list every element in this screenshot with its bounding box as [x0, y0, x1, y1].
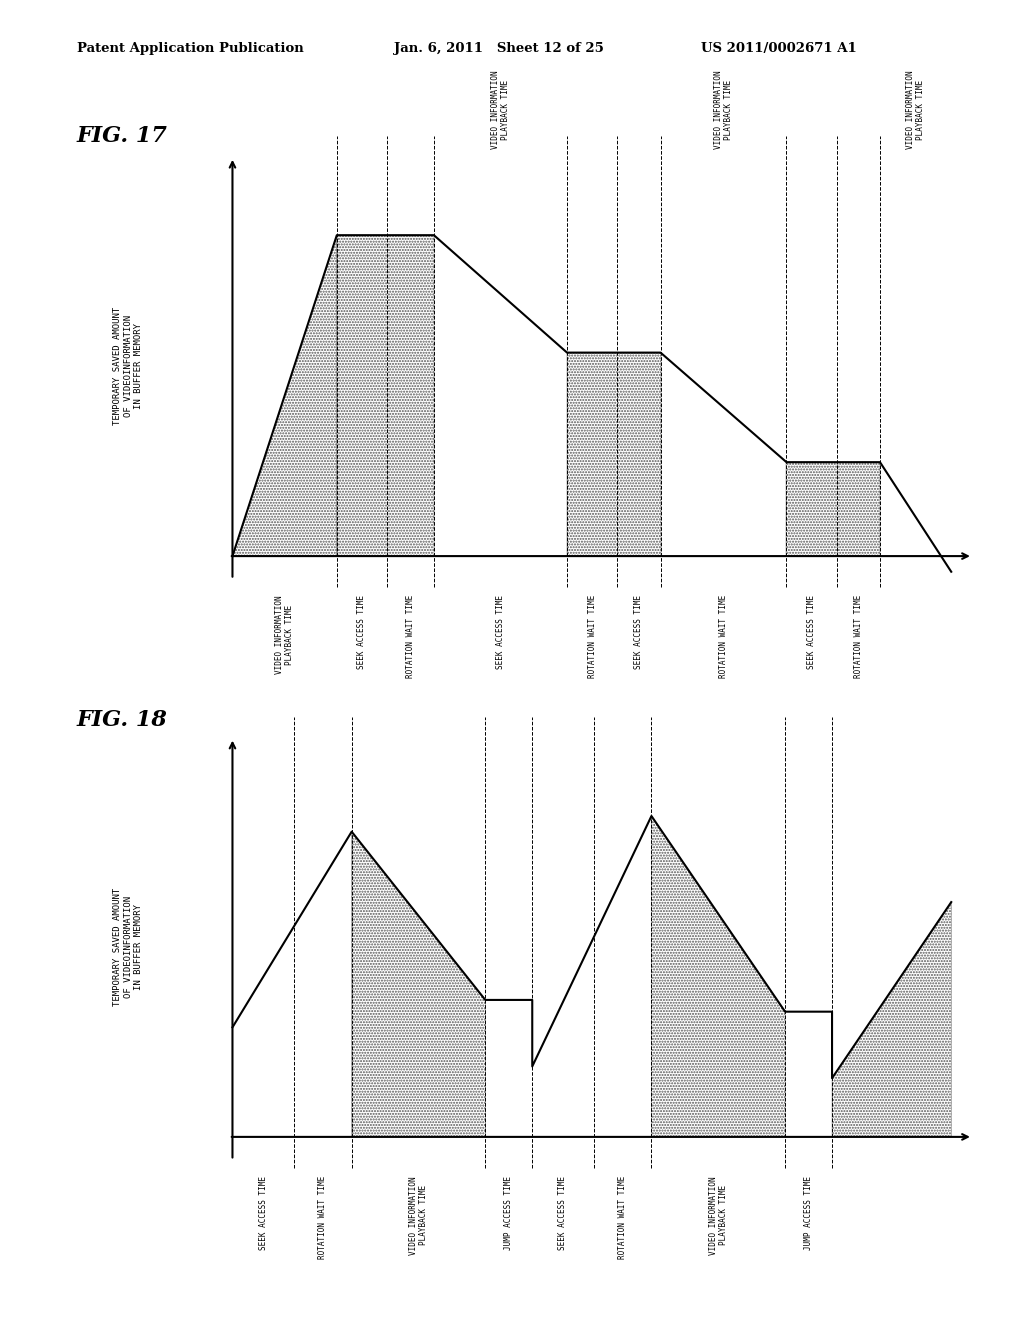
Text: SEEK ACCESS TIME: SEEK ACCESS TIME — [635, 595, 643, 669]
Text: ROTATION WAIT TIME: ROTATION WAIT TIME — [854, 595, 863, 678]
Text: SEEK ACCESS TIME: SEEK ACCESS TIME — [259, 1176, 267, 1250]
Text: JUMP ACCESS TIME: JUMP ACCESS TIME — [804, 1176, 813, 1250]
Text: Patent Application Publication: Patent Application Publication — [77, 42, 303, 55]
Text: ROTATION WAIT TIME: ROTATION WAIT TIME — [588, 595, 597, 678]
Text: ROTATION WAIT TIME: ROTATION WAIT TIME — [407, 595, 415, 678]
Text: TEMPORARY SAVED AMOUNT
OF VIDEOINFORMATION
IN BUFFER MEMORY: TEMPORARY SAVED AMOUNT OF VIDEOINFORMATI… — [114, 308, 143, 425]
Text: ROTATION WAIT TIME: ROTATION WAIT TIME — [618, 1176, 627, 1259]
Polygon shape — [786, 462, 880, 556]
Text: VIDEO INFORMATION
PLAYBACK TIME: VIDEO INFORMATION PLAYBACK TIME — [409, 1176, 428, 1254]
Text: SEEK ACCESS TIME: SEEK ACCESS TIME — [807, 595, 816, 669]
Text: JUMP ACCESS TIME: JUMP ACCESS TIME — [504, 1176, 513, 1250]
Text: TEMPORARY SAVED AMOUNT
OF VIDEOINFORMATION
IN BUFFER MEMORY: TEMPORARY SAVED AMOUNT OF VIDEOINFORMATI… — [114, 888, 143, 1006]
Text: ROTATION WAIT TIME: ROTATION WAIT TIME — [719, 595, 728, 678]
Text: VIDEO INFORMATION
PLAYBACK TIME: VIDEO INFORMATION PLAYBACK TIME — [714, 70, 733, 149]
Text: SEEK ACCESS TIME: SEEK ACCESS TIME — [496, 595, 505, 669]
Text: FIG. 18: FIG. 18 — [77, 709, 168, 731]
Polygon shape — [337, 235, 434, 556]
Text: US 2011/0002671 A1: US 2011/0002671 A1 — [701, 42, 857, 55]
Polygon shape — [651, 816, 785, 1137]
Text: VIDEO INFORMATION
PLAYBACK TIME: VIDEO INFORMATION PLAYBACK TIME — [274, 595, 294, 673]
Polygon shape — [351, 832, 485, 1137]
Text: VIDEO INFORMATION
PLAYBACK TIME: VIDEO INFORMATION PLAYBACK TIME — [709, 1176, 728, 1254]
Polygon shape — [232, 235, 337, 556]
Polygon shape — [567, 352, 660, 556]
Polygon shape — [833, 902, 951, 1137]
Text: SEEK ACCESS TIME: SEEK ACCESS TIME — [357, 595, 367, 669]
Text: VIDEO INFORMATION
PLAYBACK TIME: VIDEO INFORMATION PLAYBACK TIME — [906, 70, 926, 149]
Text: SEEK ACCESS TIME: SEEK ACCESS TIME — [558, 1176, 567, 1250]
Text: FIG. 17: FIG. 17 — [77, 125, 168, 148]
Text: VIDEO INFORMATION
PLAYBACK TIME: VIDEO INFORMATION PLAYBACK TIME — [490, 70, 510, 149]
Text: Jan. 6, 2011   Sheet 12 of 25: Jan. 6, 2011 Sheet 12 of 25 — [394, 42, 604, 55]
Text: ROTATION WAIT TIME: ROTATION WAIT TIME — [318, 1176, 328, 1259]
